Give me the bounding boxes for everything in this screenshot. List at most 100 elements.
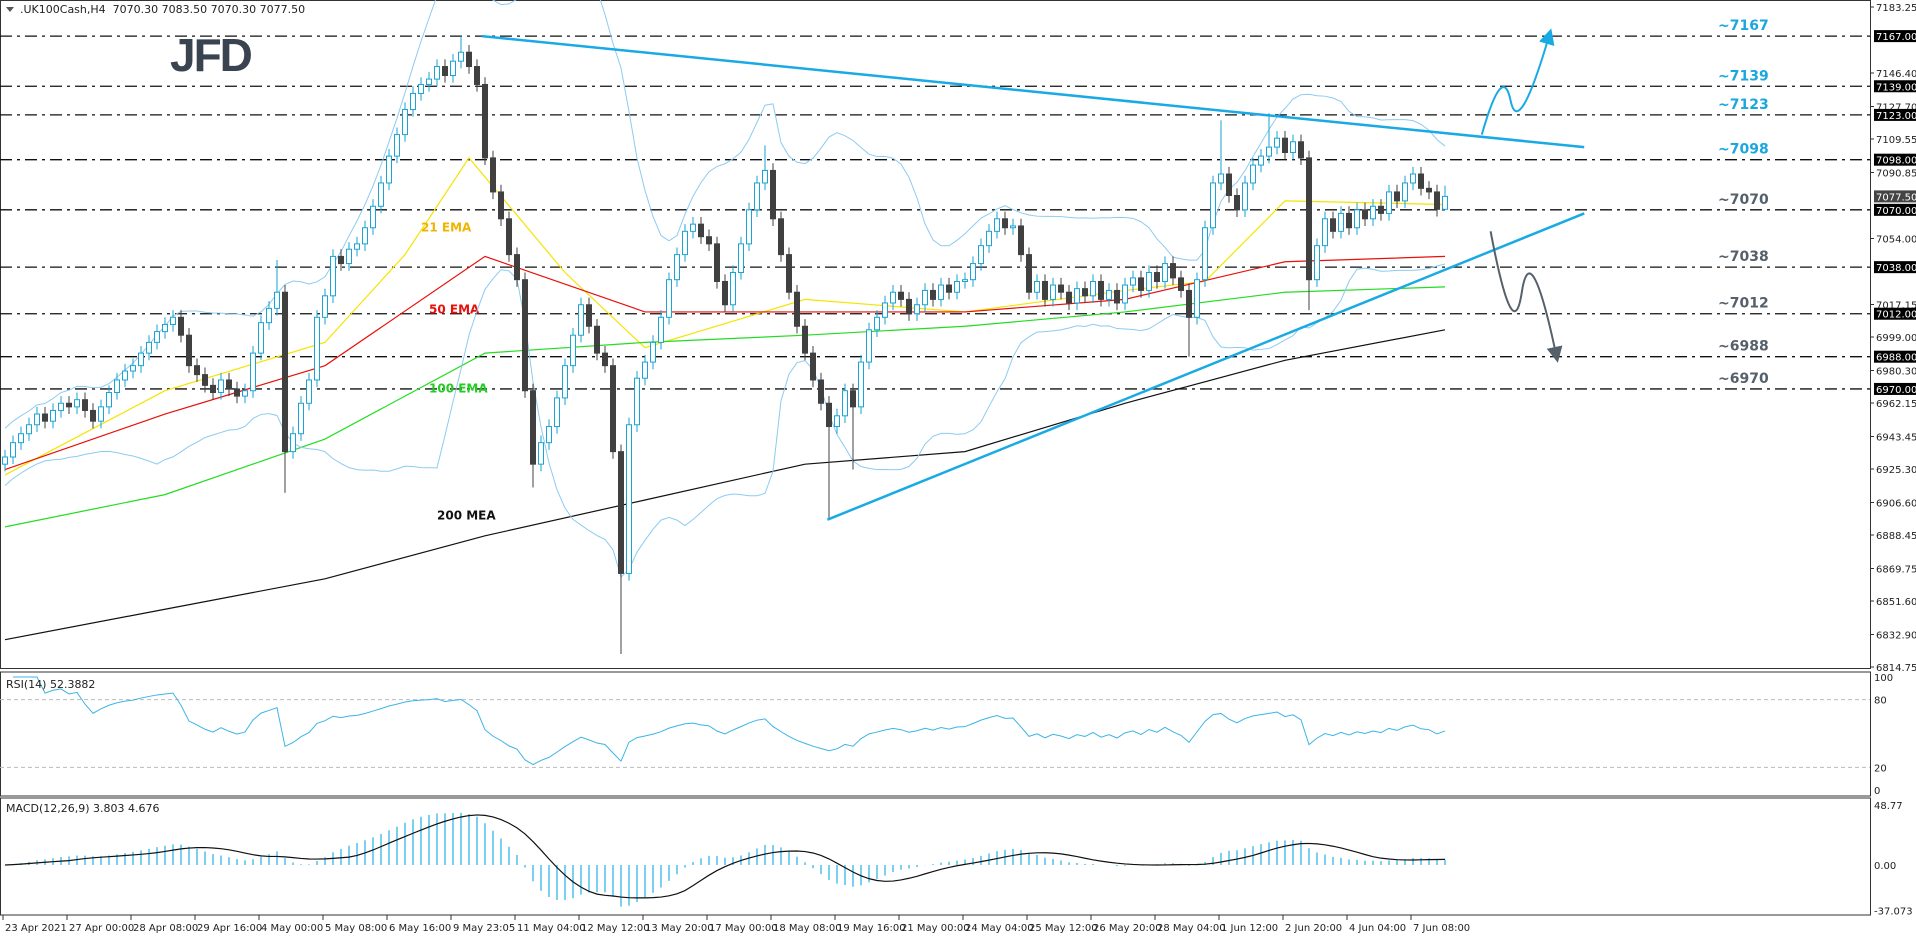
candle-body [1306,157,1312,281]
candle-body [234,388,240,397]
candle [298,396,304,441]
candle [794,285,800,334]
candle-body [1250,164,1256,184]
candle [194,358,200,382]
candle [26,417,32,441]
level-label: ~7070 [1718,192,1769,208]
candle [1346,206,1352,235]
candle [1258,148,1264,173]
candle [346,242,352,271]
candle-body [698,223,704,238]
candle-body [1050,284,1056,300]
candle [722,274,728,312]
ema100-line [4,286,1446,528]
candle-body [962,279,968,282]
candle-body [346,248,352,265]
candle-body [682,230,688,256]
candle-body [602,352,608,367]
level-price-box [1874,382,1916,395]
candle [474,59,480,92]
candle [898,285,904,307]
candle-body [1434,191,1440,210]
candle [1170,256,1176,286]
candle-body [1386,191,1392,214]
candle-body [498,191,504,220]
candle [410,86,416,117]
level-price-box-label: 6988.00 [1876,353,1916,364]
candle-body [1402,182,1408,202]
candle-body [50,409,56,422]
candle-body [1218,173,1224,184]
candle-body [1298,141,1304,159]
rsi-line [13,676,1446,766]
candle [106,385,112,415]
price-tick-label: 7017.15 [1876,300,1916,311]
time-tick-label: 2 Jun 20:00 [1285,923,1342,934]
candle-body [562,365,568,399]
candle [1114,283,1120,311]
candle [1370,199,1376,226]
candle [1074,281,1080,311]
candle [1226,166,1232,203]
candle [74,392,80,415]
candle [10,435,16,465]
candle [666,272,672,325]
candle-body [762,169,768,184]
candle [618,444,624,655]
candle-body [138,352,144,367]
candle-body [330,255,336,297]
candle-body [554,397,560,428]
candle [1090,274,1096,303]
price-tick-label: 6832.90 [1876,630,1916,641]
price-tick-label: 6999.00 [1876,333,1916,344]
candle-body [1114,289,1120,304]
candle-body [738,243,744,274]
candle [1194,272,1200,325]
candle [866,322,872,370]
candle-body [338,255,344,265]
price-tick-label: 7090.85 [1876,168,1916,179]
collapse-triangle-icon[interactable] [6,7,14,12]
candle [442,59,448,83]
candle [762,145,768,191]
candle-body [178,316,184,336]
candle [1234,188,1240,217]
level-price-box [1874,350,1916,363]
price-tick-label: 6888.45 [1876,531,1916,542]
candle [914,297,920,321]
candle-body [362,227,368,245]
candle-body [1242,182,1248,211]
symbol-info: .UK100Cash,H4 7070.30 7083.50 7070.30 70… [20,3,306,16]
bollinger-lower-band [4,263,1446,579]
level-price-box-label: 7139.00 [1876,82,1916,93]
candle-body [298,402,304,435]
candle [778,211,784,262]
candle [954,274,960,300]
candle-body [1106,289,1112,300]
candle [1002,211,1008,235]
candle [562,358,568,406]
time-tick-label: 4 May 00:00 [261,923,323,934]
price-tick-label: 6943.45 [1876,432,1916,443]
candle [578,297,584,343]
candle-body [370,205,376,229]
candle-body [386,155,392,184]
candle [754,175,760,217]
candle [538,435,544,472]
candle [1050,277,1056,307]
candle [570,328,576,373]
candle-body [786,254,792,293]
price-tick-label: 6869.75 [1876,564,1916,575]
macd-tick-label: 48.77 [1874,801,1903,812]
time-tick-label: 11 May 04:00 [517,923,586,934]
candle [946,277,952,300]
candle-body [90,409,96,422]
candle [802,319,808,361]
candle-body [274,291,280,309]
candle-body [1018,225,1024,256]
candle [314,310,320,388]
candle-body [290,433,296,453]
candle-body [514,254,520,281]
candle-body [1354,209,1360,229]
